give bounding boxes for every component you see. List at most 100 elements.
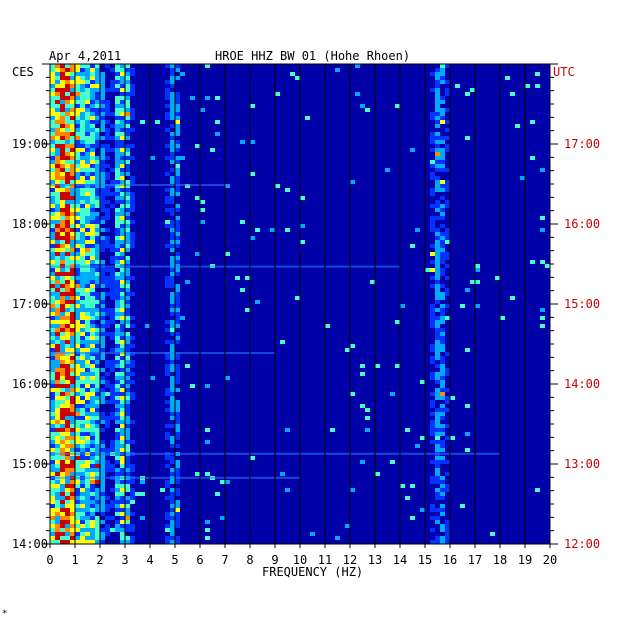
spectrogram-cell bbox=[55, 332, 60, 336]
spectrogram-cell bbox=[95, 260, 100, 264]
spectrogram-cell bbox=[120, 280, 125, 284]
spectrogram-cell bbox=[80, 236, 85, 240]
spectrogram-cell bbox=[95, 532, 100, 536]
spectrogram-cell bbox=[105, 280, 110, 284]
spectrogram-cell bbox=[95, 212, 100, 216]
spectrogram-cell bbox=[435, 164, 440, 168]
spectrogram-cell bbox=[50, 416, 55, 420]
spectrogram-cell bbox=[165, 128, 170, 132]
spectrogram-cell bbox=[105, 88, 110, 92]
spectrogram-cell bbox=[80, 160, 85, 164]
spectrogram-cell bbox=[435, 388, 440, 392]
spectrogram-cell bbox=[55, 312, 60, 316]
spectrogram-cell bbox=[175, 144, 180, 148]
spectrogram-cell bbox=[90, 516, 95, 520]
spectrogram-cell bbox=[90, 72, 95, 76]
spectrogram-cell bbox=[170, 404, 175, 408]
spectrogram-cell bbox=[125, 288, 130, 292]
spectrogram-cell bbox=[125, 504, 130, 508]
spectrogram-cell bbox=[80, 380, 85, 384]
spectrogram-cell bbox=[55, 140, 60, 144]
spectrogram-cell bbox=[80, 200, 85, 204]
spectrogram-cell bbox=[465, 348, 470, 352]
spectrogram-cell bbox=[60, 308, 65, 312]
spectrogram-cell bbox=[95, 356, 100, 360]
spectrogram-cell bbox=[100, 388, 105, 392]
spectrogram-cell bbox=[80, 108, 85, 112]
spectrogram-cell bbox=[120, 540, 125, 544]
spectrogram-cell bbox=[50, 356, 55, 360]
x-tick-label: 1 bbox=[71, 553, 78, 567]
spectrogram-cell bbox=[180, 156, 185, 160]
spectrogram-cell bbox=[435, 144, 440, 148]
spectrogram-cell bbox=[85, 512, 90, 516]
spectrogram-cell bbox=[50, 236, 55, 240]
spectrogram-cell bbox=[170, 292, 175, 296]
spectrogram-cell bbox=[115, 140, 120, 144]
spectrogram-cell bbox=[120, 412, 125, 416]
spectrogram-cell bbox=[90, 408, 95, 412]
spectrogram-cell bbox=[285, 428, 290, 432]
spectrogram-cell bbox=[85, 196, 90, 200]
spectrogram-cell bbox=[70, 396, 75, 400]
spectrogram-cell bbox=[175, 508, 180, 512]
spectrogram-cell bbox=[90, 124, 95, 128]
spectrogram-cell bbox=[170, 384, 175, 388]
spectrogram-cell bbox=[440, 236, 445, 240]
spectrogram-cell bbox=[85, 472, 90, 476]
spectrogram-cell bbox=[175, 292, 180, 296]
spectrogram-cell bbox=[115, 112, 120, 116]
spectrogram-cell bbox=[125, 128, 130, 132]
spectrogram-cell bbox=[85, 432, 90, 436]
spectrogram-cell bbox=[90, 92, 95, 96]
spectrogram-cell bbox=[165, 456, 170, 460]
spectrogram-cell bbox=[60, 300, 65, 304]
spectrogram-cell bbox=[445, 184, 450, 188]
spectrogram-cell bbox=[90, 520, 95, 524]
spectrogram-cell bbox=[125, 496, 130, 500]
spectrogram-cell bbox=[95, 120, 100, 124]
spectrogram-cell bbox=[130, 128, 135, 132]
spectrogram-cell bbox=[95, 492, 100, 496]
spectrogram-cell bbox=[115, 520, 120, 524]
x-tick-label: 9 bbox=[271, 553, 278, 567]
spectrogram-cell bbox=[170, 460, 175, 464]
spectrogram-cell bbox=[70, 244, 75, 248]
spectrogram-cell bbox=[105, 360, 110, 364]
spectrogram-cell bbox=[60, 276, 65, 280]
spectrogram-cell bbox=[170, 332, 175, 336]
spectrogram-cell bbox=[85, 408, 90, 412]
spectrogram-cell bbox=[170, 284, 175, 288]
spectrogram-cell bbox=[130, 116, 135, 120]
spectrogram-cell bbox=[80, 520, 85, 524]
spectrogram-cell bbox=[420, 380, 425, 384]
spectrogram-cell bbox=[105, 156, 110, 160]
spectrogram-cell bbox=[70, 464, 75, 468]
spectrogram-cell bbox=[495, 276, 500, 280]
spectrogram-cell bbox=[70, 316, 75, 320]
spectrogram-cell bbox=[60, 216, 65, 220]
spectrogram-cell bbox=[90, 336, 95, 340]
spectrogram-cell bbox=[95, 156, 100, 160]
spectrogram-cell bbox=[55, 456, 60, 460]
spectrogram-cell bbox=[430, 204, 435, 208]
spectrogram-cell bbox=[120, 300, 125, 304]
spectrogram-cell bbox=[95, 436, 100, 440]
spectrogram-cell bbox=[120, 292, 125, 296]
spectrogram-cell bbox=[65, 132, 70, 136]
spectrogram-cell bbox=[115, 436, 120, 440]
spectrogram-cell bbox=[50, 384, 55, 388]
spectrogram-cell bbox=[75, 496, 80, 500]
spectrogram-cell bbox=[60, 304, 65, 308]
spectrogram-cell bbox=[80, 348, 85, 352]
spectrogram-cell bbox=[170, 124, 175, 128]
spectrogram-cell bbox=[185, 364, 190, 368]
spectrogram-cell bbox=[80, 136, 85, 140]
spectrogram-cell bbox=[445, 352, 450, 356]
spectrogram-cell bbox=[440, 492, 445, 496]
spectrogram-cell bbox=[80, 324, 85, 328]
spectrogram-cell bbox=[170, 244, 175, 248]
spectrogram-cell bbox=[440, 68, 445, 72]
spectrogram-cell bbox=[70, 144, 75, 148]
spectrogram-cell bbox=[120, 480, 125, 484]
